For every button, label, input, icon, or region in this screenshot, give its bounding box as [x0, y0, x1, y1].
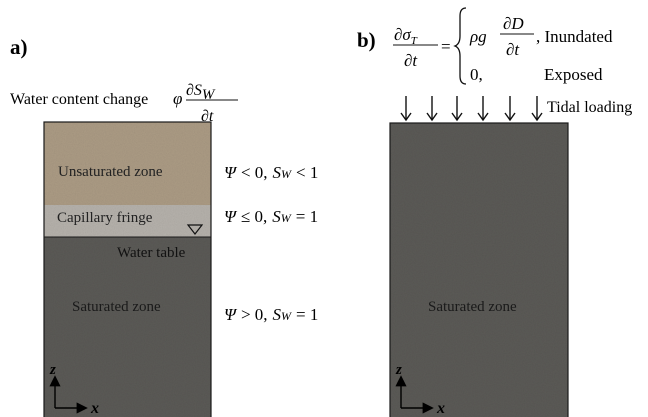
phi-symbol: φ: [173, 89, 182, 108]
z-axis-label-a: z: [49, 362, 56, 378]
water-content-numerator: ∂SW: [186, 82, 216, 103]
case1-label: , Inundated: [536, 27, 613, 46]
x-axis-label-a: x: [90, 400, 99, 417]
tidal-loading-label: Tidal loading: [547, 99, 632, 116]
case2-label: Exposed: [544, 65, 603, 84]
z-axis-label-b: z: [395, 362, 402, 378]
panel-b: b) ∂σT ∂t = ρg ∂D ∂t , Inundated 0, Expo…: [357, 7, 632, 417]
lhs-denominator: ∂t: [404, 51, 418, 70]
column-b-border: [389, 122, 569, 417]
condition-capillary: Ψ ≤ 0, SW = 1: [224, 207, 318, 226]
panel-a-label: a): [10, 35, 28, 59]
condition-saturated: Ψ > 0, SW = 1: [224, 305, 318, 324]
case2-value: 0,: [470, 65, 483, 84]
column-a-border: [43, 121, 212, 417]
water-table-symbol: [186, 224, 204, 235]
tidal-arrow: [451, 96, 463, 122]
case1-denominator: ∂t: [506, 40, 520, 59]
saturated-zone-fill: [44, 237, 211, 417]
capillary-fringe-label: Capillary fringe: [57, 210, 153, 226]
x-axis-label-b: x: [436, 400, 445, 417]
soil-column-a: [43, 121, 212, 417]
panel-a: a) Water content change φ ∂SW ∂t Unsatur…: [10, 35, 318, 417]
tidal-loading-arrows: [400, 96, 543, 122]
tidal-arrow: [504, 96, 516, 122]
equals-sign: =: [441, 37, 451, 56]
saturated-zone-label-b: Saturated zone: [428, 299, 517, 315]
axes-b: z x: [395, 362, 445, 417]
water-content-denominator: ∂t: [201, 108, 214, 125]
tidal-arrow: [531, 96, 543, 122]
water-content-header: Water content change φ ∂SW ∂t: [10, 82, 238, 125]
condition-unsaturated: Ψ < 0, SW < 1: [224, 163, 318, 182]
water-table-label: Water table: [117, 245, 186, 261]
panel-b-label: b): [357, 28, 376, 52]
saturated-zone-label-a: Saturated zone: [72, 299, 161, 315]
tidal-arrow: [477, 96, 489, 122]
case1-coefficient: ρg: [469, 27, 487, 46]
lhs-numerator: ∂σT: [394, 25, 418, 47]
cases-brace: [453, 7, 467, 85]
tidal-arrow: [400, 96, 412, 122]
water-content-text: Water content change: [10, 91, 148, 108]
saturated-zone-fill-b: [390, 123, 568, 417]
tidal-arrow: [426, 96, 438, 122]
capillary-fringe-fill: [44, 205, 211, 237]
stress-equation: ∂σT ∂t = ρg ∂D ∂t , Inundated 0, Exposed: [393, 7, 613, 85]
axes-a: z x: [49, 362, 99, 417]
unsaturated-zone-label: Unsaturated zone: [58, 164, 163, 180]
unsaturated-zone-fill: [44, 122, 211, 205]
case1-numerator: ∂D: [503, 14, 524, 33]
